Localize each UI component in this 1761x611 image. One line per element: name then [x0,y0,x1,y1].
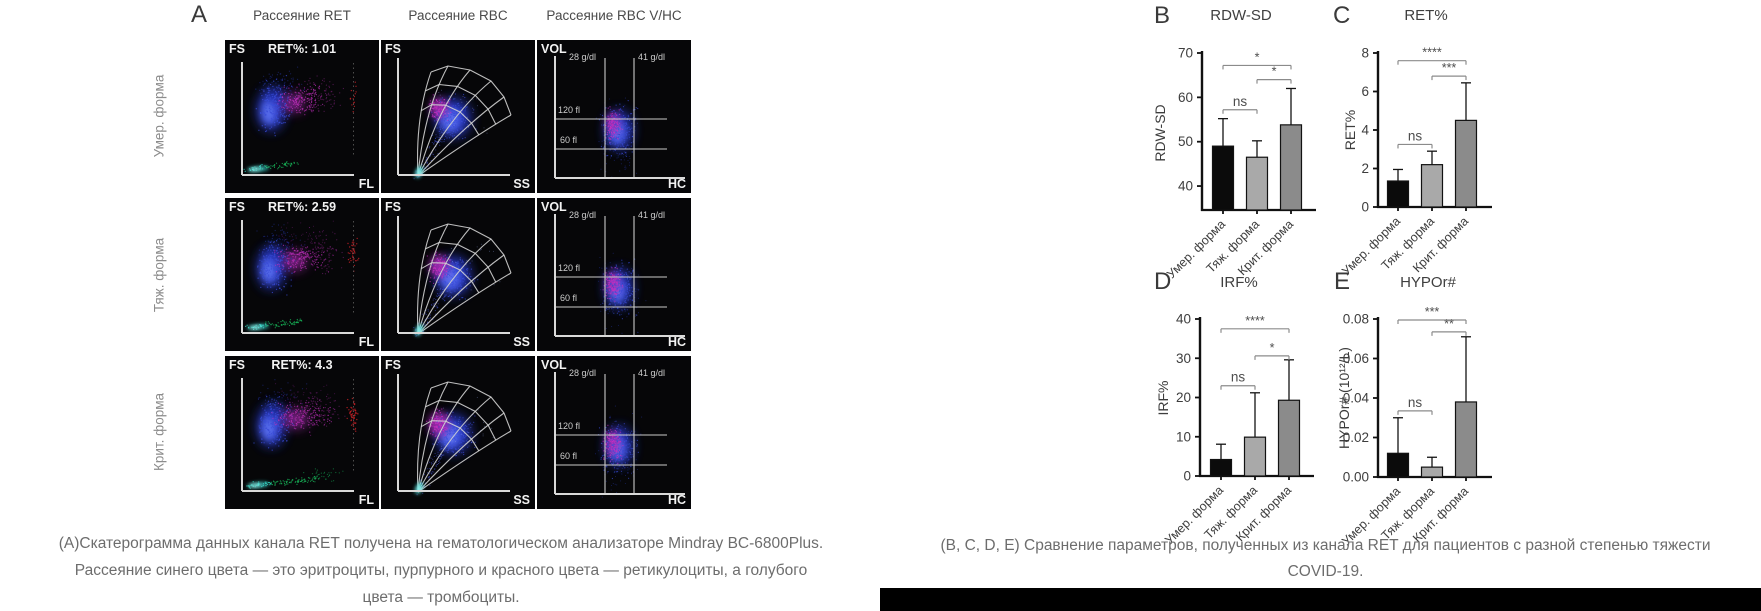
gridline-label-41gdl: 41 g/dl [638,368,666,378]
y-axis-label: FS [229,200,245,214]
gridline-label-28gdl: 28 g/dl [569,368,597,378]
chart-d-title: IRF% [1220,274,1258,291]
gridline-label-120fl: 120 fl [558,263,581,273]
scatterplot-vhc-moderate: VOL 28 g/dl 41 g/dl 120 fl 60 fl HC [537,40,691,193]
vhc-scatter-cloud [554,372,685,498]
gridline-label-120fl: 120 fl [558,421,581,431]
ret-percent-value: RET%: 1.01 [267,42,337,56]
y-axis-label: VOL [541,42,567,56]
panel-e-letter: E [1334,268,1351,295]
gridline-label-41gdl: 41 g/dl [638,210,666,220]
ret-scatter-cloud [241,62,357,176]
chart-c-ylabel: RET% [1342,109,1358,151]
rbc-scatter-cloud [397,58,512,180]
ret-scatter-cloud [241,220,360,334]
scatterplot-ret-moderate: FS RET%: 1.01 FL [225,40,379,193]
rbc-scatter-cloud [397,374,512,496]
caption-a-line-3: цвета — тромбоциты. [362,589,520,606]
scatterplot-vhc-severe: VOL 28 g/dl 41 g/dl 120 fl 60 fl HC [537,198,691,351]
gridline-label-60fl: 60 fl [560,293,578,303]
gridline-label-60fl: 60 fl [560,135,578,145]
column-header-ret-scatter: Рассеяние RET [253,8,351,23]
vhc-scatter-cloud [554,214,685,337]
ret-scatter-cloud [241,378,359,492]
rbc-scatter-cloud [397,216,512,337]
y-axis-label: FS [385,358,401,372]
x-axis-label: SS [513,493,530,507]
caption-a-line-1: (А)Скатерограмма данных канала RET получ… [58,535,824,552]
vhc-scatter-cloud [554,56,685,179]
y-axis-label: FS [229,42,245,56]
chart-c-title: RET% [1404,7,1448,24]
scatterplot-ret-severe: FS RET%: 2.59 FL [225,198,379,351]
scatterplot-vhc-critical: VOL 28 g/dl 41 g/dl 120 fl 60 fl HC [537,356,691,509]
y-axis-label: FS [229,358,245,372]
ret-percent-value: RET%: 2.59 [267,200,337,214]
y-axis-label: FS [385,200,401,214]
y-axis-label: FS [385,42,401,56]
chart-b-ylabel: RDW-SD [1152,104,1168,162]
y-axis-label: VOL [541,358,567,372]
x-axis-label: FL [358,335,374,349]
chart-e-title: HYPOr# [1400,274,1456,291]
scatterplot-rbc-moderate: FS SS [381,40,535,193]
scatterplot-rbc-critical: FS SS [381,356,535,509]
gridline-label-120fl: 120 fl [558,105,581,115]
chart-d-ylabel: IRF% [1155,380,1171,416]
chart-e-ylabel: HYPOr# (10¹²/L) [1336,347,1352,449]
x-axis-label: SS [513,335,530,349]
panel-d-letter: D [1154,268,1172,295]
column-header-rbc-vhc-scatter: Рассеяние RBC V/HC [546,8,682,23]
x-axis-label: HC [667,335,686,349]
scatterplot-rbc-severe: FS SS [381,198,535,351]
ret-percent-value: RET%: 4.3 [271,358,333,372]
gridline-label-41gdl: 41 g/dl [638,52,666,62]
caption-bcde-line-1: (B, C, D, E) Сравнение параметров, получ… [940,537,1711,554]
y-axis-label: VOL [541,200,567,214]
gridline-label-28gdl: 28 g/dl [569,210,597,220]
caption-panels-bcde: (B, C, D, E) Сравнение параметров, получ… [890,533,1761,585]
x-axis-label: HC [667,493,686,507]
x-axis-label: FL [358,493,374,507]
x-axis-label: FL [358,177,374,191]
caption-a-line-2: Рассеяние синего цвета — это эритроциты,… [74,562,808,579]
panel-b-letter: B [1154,2,1171,29]
column-header-rbc-scatter: Рассеяние RBC [408,8,508,23]
scatterplot-ret-critical: FS RET%: 4.3 FL [225,356,379,509]
gridline-label-28gdl: 28 g/dl [569,52,597,62]
caption-bcde-line-2: COVID-19. [1287,563,1364,580]
gridline-label-60fl: 60 fl [560,451,578,461]
chart-b-title: RDW-SD [1210,7,1272,24]
panel-c-letter: C [1333,2,1351,29]
panel-a-letter: A [191,1,208,28]
caption-panel-a: (А)Скатерограмма данных канала RET получ… [2,530,880,611]
x-axis-label: SS [513,177,530,191]
redaction-bar [880,588,1761,611]
x-axis-label: HC [667,177,686,191]
